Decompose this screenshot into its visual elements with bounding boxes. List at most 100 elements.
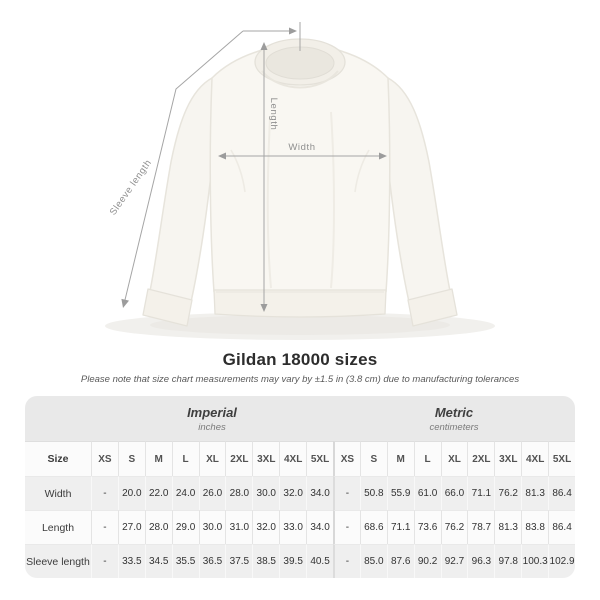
sleeve-imperial-xl: 36.5 (198, 544, 226, 578)
size-header-metric-xs: XS (333, 441, 360, 476)
size-header-imperial-xl: XL (198, 441, 226, 476)
sleeve-imperial-xs: - (91, 544, 118, 578)
length-metric-m: 71.1 (386, 510, 414, 544)
imperial-label: Imperial (187, 404, 237, 420)
imperial-unit-label: inches (198, 421, 226, 433)
size-header-imperial-m: M (144, 441, 172, 476)
width-metric-m: 55.9 (386, 476, 414, 510)
width-imperial-2xl: 28.0 (225, 476, 253, 510)
length-imperial-4xl: 33.0 (279, 510, 307, 544)
length-metric-l: 73.6 (413, 510, 441, 544)
corner-cell (25, 396, 91, 441)
size-header-metric-3xl: 3XL (494, 441, 522, 476)
sleeve-metric-m: 87.6 (386, 544, 414, 578)
size-header-imperial-5xl: 5XL (306, 441, 333, 476)
arrow-right-icon (379, 152, 387, 160)
row-label-width: Width (25, 476, 91, 510)
sleeve-metric-3xl: 97.8 (494, 544, 522, 578)
size-header-imperial-4xl: 4XL (279, 441, 307, 476)
width-imperial-s: 20.0 (117, 476, 145, 510)
length-imperial-l: 29.0 (171, 510, 199, 544)
measurement-arrowheads (121, 27, 387, 312)
size-header-metric-s: S (359, 441, 387, 476)
width-imperial-4xl: 32.0 (279, 476, 307, 510)
width-imperial-3xl: 30.0 (252, 476, 280, 510)
sleeve-imperial-5xl: 40.5 (306, 544, 333, 578)
product-photo: Length Width Sleeve length (105, 22, 495, 340)
sleeve-imperial-m: 34.5 (144, 544, 172, 578)
length-metric-5xl: 86.4 (548, 510, 575, 544)
size-header-metric-l: L (413, 441, 441, 476)
sleeve-imperial-s: 33.5 (117, 544, 145, 578)
sleeve-imperial-3xl: 38.5 (252, 544, 280, 578)
length-label: Length (268, 98, 279, 131)
arrow-left-icon (218, 152, 226, 160)
sleeve-metric-s: 85.0 (359, 544, 387, 578)
width-metric-2xl: 71.1 (467, 476, 495, 510)
sweatshirt-image (142, 38, 458, 327)
length-metric-xl: 76.2 (440, 510, 468, 544)
width-metric-s: 50.8 (359, 476, 387, 510)
size-column-header: Size (25, 441, 91, 476)
arrow-down-icon (260, 304, 268, 312)
size-header-imperial-3xl: 3XL (252, 441, 280, 476)
width-imperial-m: 22.0 (144, 476, 172, 510)
width-imperial-5xl: 34.0 (306, 476, 333, 510)
size-header-metric-m: M (386, 441, 414, 476)
width-imperial-l: 24.0 (171, 476, 199, 510)
title-block: Gildan 18000 sizes Please note that size… (0, 350, 600, 385)
metric-unit-label: centimeters (429, 421, 479, 433)
sleeve-metric-5xl: 102.9 (548, 544, 575, 578)
width-imperial-xl: 26.0 (198, 476, 226, 510)
size-header-metric-xl: XL (440, 441, 468, 476)
size-header-imperial-xs: XS (91, 441, 118, 476)
measurement-guides (123, 22, 384, 308)
width-metric-l: 61.0 (413, 476, 441, 510)
metric-group-header: Metric centimeters (333, 396, 575, 441)
length-metric-s: 68.6 (359, 510, 387, 544)
arrow-down-left-icon (121, 298, 129, 308)
size-table: Imperial inches Metric centimeters Size … (25, 396, 575, 578)
page-title: Gildan 18000 sizes (222, 350, 378, 369)
size-header-imperial-2xl: 2XL (225, 441, 253, 476)
length-imperial-3xl: 32.0 (252, 510, 280, 544)
size-header-metric-5xl: 5XL (548, 441, 575, 476)
width-imperial-xs: - (91, 476, 118, 510)
length-metric-2xl: 78.7 (467, 510, 495, 544)
length-metric-3xl: 81.3 (494, 510, 522, 544)
width-metric-3xl: 76.2 (494, 476, 522, 510)
sleeve-imperial-l: 35.5 (171, 544, 199, 578)
sleeve-metric-l: 90.2 (413, 544, 441, 578)
length-imperial-2xl: 31.0 (225, 510, 253, 544)
sleeve-metric-4xl: 100.3 (521, 544, 549, 578)
width-metric-xl: 66.0 (440, 476, 468, 510)
width-metric-5xl: 86.4 (548, 476, 575, 510)
row-label-length: Length (25, 510, 91, 544)
length-metric-xs: - (333, 510, 360, 544)
imperial-group-header: Imperial inches (91, 396, 333, 441)
width-metric-xs: - (333, 476, 360, 510)
sleeve-imperial-2xl: 37.5 (225, 544, 253, 578)
length-imperial-m: 28.0 (144, 510, 172, 544)
tolerance-note: Please note that size chart measurements… (80, 374, 520, 385)
sleeve-metric-xs: - (333, 544, 360, 578)
size-header-metric-2xl: 2XL (467, 441, 495, 476)
arrow-right-icon (289, 27, 297, 35)
garment-shadow (105, 312, 495, 340)
row-label-sleeve-length: Sleeve length (25, 544, 91, 578)
width-metric-4xl: 81.3 (521, 476, 549, 510)
length-imperial-s: 27.0 (117, 510, 145, 544)
length-imperial-xl: 30.0 (198, 510, 226, 544)
length-metric-4xl: 83.8 (521, 510, 549, 544)
length-imperial-xs: - (91, 510, 118, 544)
sleeve-length-line (123, 30, 244, 305)
metric-label: Metric (434, 404, 474, 420)
size-header-imperial-s: S (117, 441, 145, 476)
size-header-imperial-l: L (171, 441, 199, 476)
size-header-metric-4xl: 4XL (521, 441, 549, 476)
sleeve-imperial-4xl: 39.5 (279, 544, 307, 578)
length-imperial-5xl: 34.0 (306, 510, 333, 544)
sleeve-metric-2xl: 96.3 (467, 544, 495, 578)
width-label: Width (288, 142, 315, 153)
arrow-up-icon (260, 42, 268, 50)
